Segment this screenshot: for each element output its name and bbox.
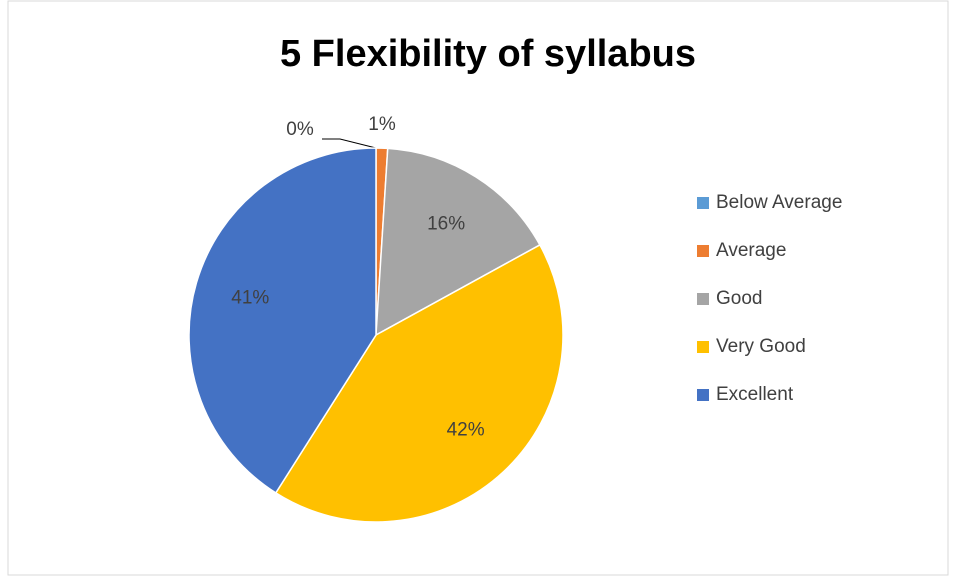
legend-label: Below Average [716,192,842,213]
legend-swatch [697,293,709,305]
legend-label: Excellent [716,384,794,405]
data-label: 41% [231,287,269,308]
data-label: 1% [368,114,396,135]
legend-swatch [697,197,709,209]
legend-swatch [697,341,709,353]
leader-line [322,138,377,149]
legend-swatch [697,245,709,257]
legend-label: Good [716,288,762,309]
pie-slice [188,147,377,494]
data-label: 42% [447,419,485,440]
legend-label: Very Good [716,336,806,357]
pie-slice [274,243,564,523]
legend-label: Average [716,240,786,261]
data-label: 16% [427,213,465,234]
chart-title: 5 Flexibility of syllabus [280,33,696,75]
pie-slice [375,147,541,337]
data-label: 0% [286,119,314,140]
legend-swatch [697,389,709,401]
